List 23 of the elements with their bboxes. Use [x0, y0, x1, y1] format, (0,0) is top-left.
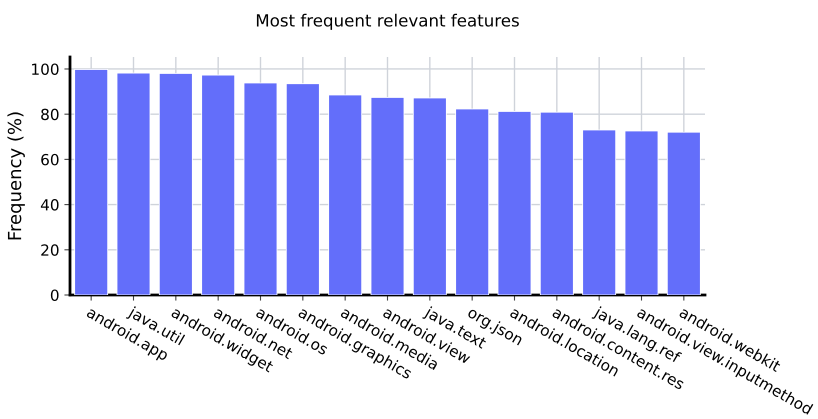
bar: [201, 74, 236, 295]
bar: [286, 83, 320, 295]
y-axis-title: Frequency (%): [7, 112, 25, 240]
y-tick-label: 20: [41, 244, 59, 256]
bar: [498, 111, 532, 295]
chart-title: Most frequent relevant features: [256, 14, 519, 30]
bar: [74, 69, 108, 295]
bar: [540, 112, 574, 295]
bar: [666, 132, 701, 295]
y-tick-label: 100: [32, 63, 59, 75]
bar: [158, 73, 193, 295]
bar: [624, 130, 658, 295]
y-tick-label: 80: [41, 108, 59, 120]
bar: [116, 72, 150, 295]
bar: [455, 108, 490, 295]
y-tick-label: 60: [41, 154, 59, 166]
bar: [412, 97, 447, 295]
bar: [370, 97, 404, 295]
bar: [328, 94, 362, 295]
bar: [582, 130, 616, 295]
y-tick-label: 40: [40, 199, 59, 211]
bar: [244, 82, 278, 295]
y-tick-label: 0: [50, 289, 59, 302]
